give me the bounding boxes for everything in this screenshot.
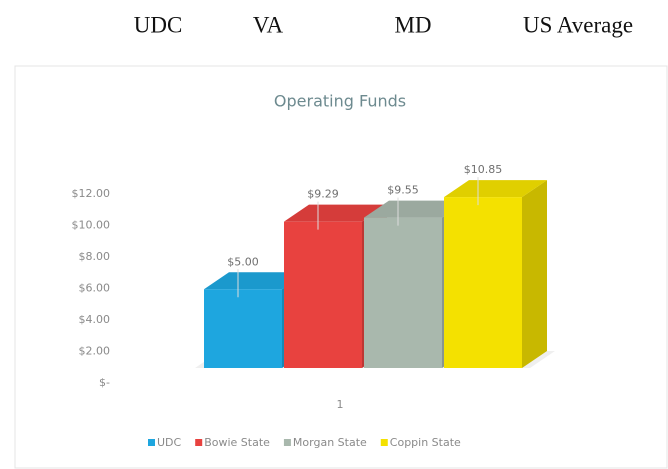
bar-top-shade [284, 204, 387, 222]
legend-swatch [195, 439, 203, 446]
bar [444, 197, 522, 368]
bar-top-shade [364, 200, 467, 218]
value-label: $10.85 [464, 163, 503, 176]
bar-side-shade [522, 180, 547, 368]
header-col: US Average [523, 12, 633, 37]
bar-top-shade [444, 180, 547, 198]
legend-swatch [380, 439, 388, 446]
header-col: UDC [134, 12, 183, 37]
legend-label: Coppin State [390, 436, 461, 449]
bar [364, 217, 442, 368]
y-tick-label: $4.00 [79, 313, 111, 326]
bar-side [522, 180, 547, 368]
y-tick-label: $2.00 [79, 345, 111, 358]
y-tick-label: $6.00 [79, 282, 111, 295]
header-col: VA [253, 12, 284, 37]
legend-swatch [148, 439, 155, 446]
bar-top [444, 180, 547, 198]
value-label: $9.55 [387, 184, 419, 197]
legend-label: Bowie State [204, 436, 270, 449]
y-tick-label: $12.00 [72, 187, 111, 200]
legend-label: Morgan State [293, 436, 367, 449]
y-tick-label: $- [99, 376, 110, 389]
y-tick-label: $8.00 [79, 250, 111, 263]
chart-title: Operating Funds [274, 92, 406, 111]
x-tick-label: 1 [337, 398, 344, 411]
legend-label: UDC [157, 436, 182, 449]
bar [204, 289, 282, 368]
value-label: $9.29 [307, 188, 339, 201]
bar [284, 221, 362, 368]
bar-top-shade [204, 272, 307, 290]
bar-top [364, 200, 467, 218]
value-label: $5.00 [227, 255, 259, 268]
header-col: MD [394, 12, 431, 37]
bar-top [284, 204, 387, 222]
legend-swatch [283, 439, 291, 446]
bar-top [204, 272, 307, 290]
y-tick-label: $10.00 [72, 219, 111, 232]
